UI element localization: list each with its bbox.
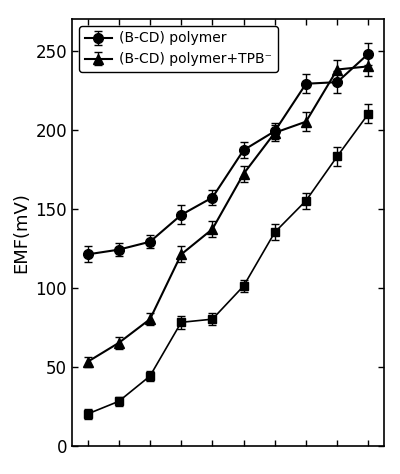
Legend: (B-CD) polymer, (B-CD) polymer+TPB⁻: (B-CD) polymer, (B-CD) polymer+TPB⁻ — [79, 26, 278, 72]
Y-axis label: EMF(mV): EMF(mV) — [12, 192, 30, 273]
